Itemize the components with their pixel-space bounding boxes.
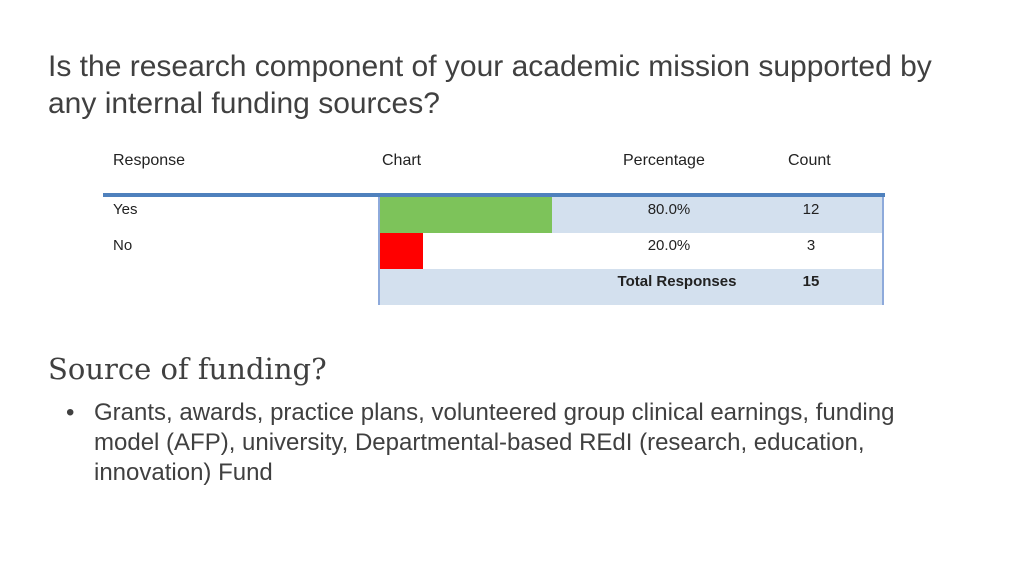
- header-divider: [103, 193, 885, 197]
- bar-no: [380, 233, 423, 269]
- bullet-text: Grants, awards, practice plans, voluntee…: [94, 399, 895, 486]
- chart-left-border: [378, 197, 380, 305]
- row-yes-shade: [552, 197, 883, 233]
- row-no-label: No: [113, 237, 133, 254]
- row-yes-label: Yes: [113, 201, 138, 218]
- row-no-count: 3: [806, 237, 816, 254]
- header-count: Count: [788, 152, 831, 169]
- total-row-shade: [380, 269, 883, 305]
- total-count: 15: [802, 273, 820, 290]
- results-table: Response Chart Percentage Count Yes 80.0…: [103, 140, 885, 310]
- bullet-list: • Grants, awards, practice plans, volunt…: [60, 398, 960, 488]
- header-chart: Chart: [382, 152, 422, 169]
- table-right-border: [882, 197, 884, 305]
- row-yes-percentage: 80.0%: [647, 201, 691, 218]
- section-heading: Source of funding?: [48, 352, 327, 386]
- bullet-dot-icon: •: [66, 399, 75, 426]
- bar-yes: [380, 197, 552, 233]
- total-responses-label: Total Responses: [617, 273, 737, 290]
- header-percentage: Percentage: [623, 152, 705, 169]
- row-yes-count: 12: [802, 201, 820, 218]
- bullet-item: • Grants, awards, practice plans, volunt…: [60, 398, 960, 488]
- row-no-percentage: 20.0%: [647, 237, 691, 254]
- slide-title: Is the research component of your academ…: [48, 50, 932, 120]
- header-response: Response: [113, 152, 186, 169]
